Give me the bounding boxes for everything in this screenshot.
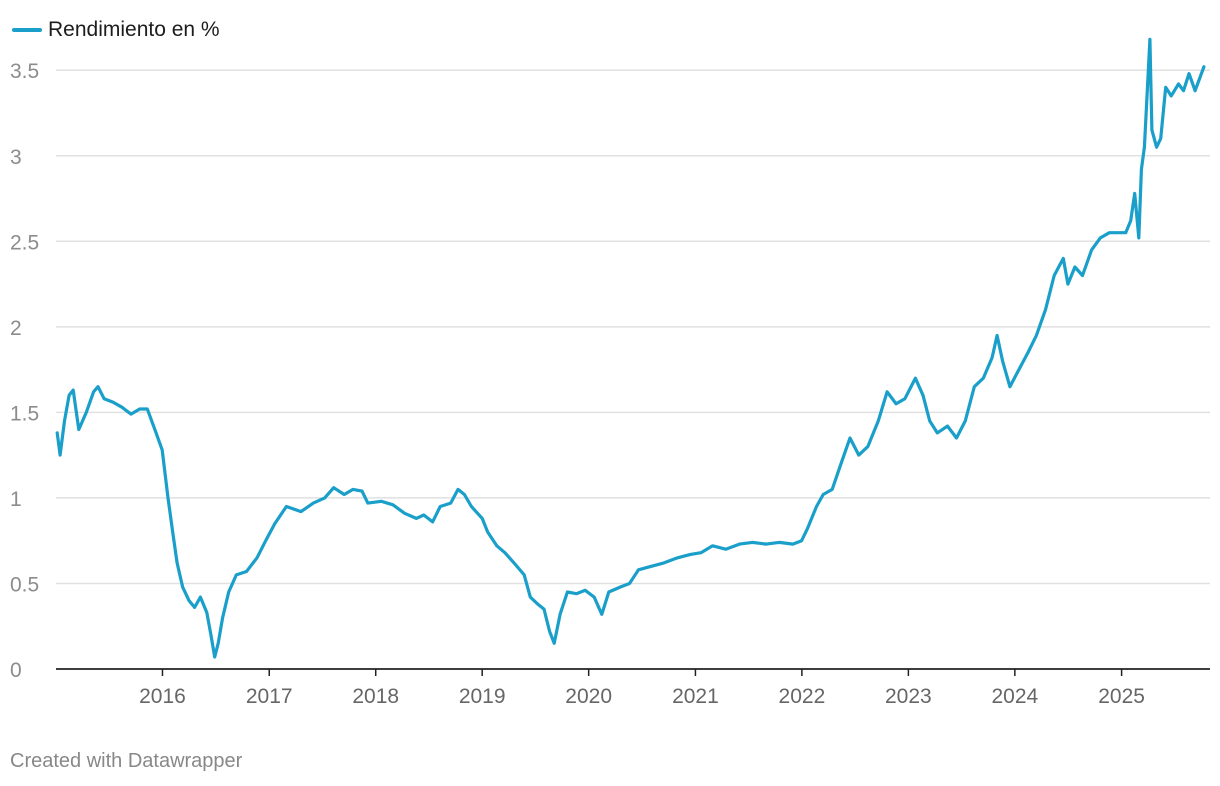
y-tick-label: 2.5 — [10, 231, 39, 254]
x-axis-ticks: 2016 2017 2018 2019 2020 2021 2022 2023 2024 2025 — [139, 669, 1145, 708]
y-tick-label: 2 — [10, 317, 22, 340]
y-tick-label: 3.5 — [10, 60, 39, 83]
legend-swatch — [12, 28, 42, 32]
x-tick-label: 2016 — [139, 685, 186, 708]
y-tick-label: 1 — [10, 488, 22, 511]
y-tick-label: 0.5 — [10, 573, 39, 596]
x-tick-label: 2018 — [352, 685, 399, 708]
y-tick-label: 3 — [10, 146, 22, 169]
gridlines — [56, 69, 1210, 585]
x-tick-label: 2023 — [885, 685, 932, 708]
x-tick-label: 2024 — [991, 685, 1038, 708]
x-tick-label: 2022 — [779, 685, 826, 708]
legend-label: Rendimiento en % — [48, 18, 220, 41]
x-tick-label: 2019 — [459, 685, 506, 708]
x-tick-label: 2020 — [565, 685, 612, 708]
x-tick-label: 2021 — [672, 685, 719, 708]
x-tick-label: 2017 — [246, 685, 293, 708]
y-tick-label: 1.5 — [10, 402, 39, 425]
y-tick-label: 0 — [10, 659, 22, 682]
series-layer — [55, 37, 1206, 659]
series-line — [55, 37, 1206, 659]
credit-text: Created with Datawrapper — [10, 750, 243, 772]
y-axis-ticks: 0 0.5 1 1.5 2 2.5 3 3.5 — [10, 60, 39, 682]
x-tick-label: 2025 — [1098, 685, 1145, 708]
legend: Rendimiento en % — [12, 18, 220, 42]
